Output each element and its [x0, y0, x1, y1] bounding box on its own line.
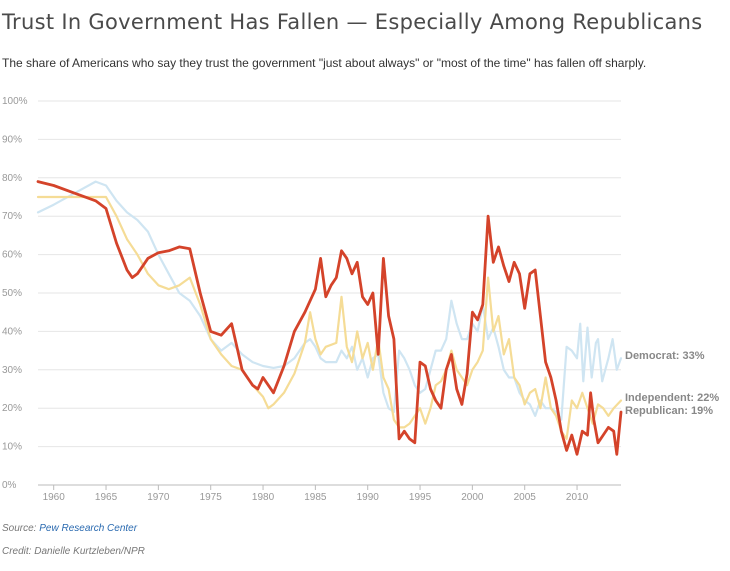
x-tick-label: 1980: [252, 492, 275, 503]
end-labels: Democrat: 33% Independent: 22%Republican:…: [625, 350, 719, 417]
democrat-end-label: Democrat: 33%: [625, 350, 705, 362]
source-label: Source:: [2, 523, 37, 534]
line-chart: 0% 10% 20% 30% 40% 50% 60% 70% 80% 90% 100% 1960 196…: [2, 96, 719, 503]
x-tick-label: 1990: [357, 492, 380, 503]
y-tick-label: 90%: [2, 134, 22, 145]
y-tick-label: 50%: [2, 288, 22, 299]
credit-note: Credit: Danielle Kurtzleben/NPR: [2, 546, 145, 557]
chart-subtitle: The share of Americans who say they trus…: [2, 56, 647, 70]
y-tick-label: 60%: [2, 250, 22, 261]
republican-end-label: Republican: 19%: [625, 405, 713, 417]
republican-series-line: [36, 180, 623, 456]
democrat-series-line: [36, 180, 623, 421]
x-tick-label: 2010: [566, 492, 589, 503]
y-tick-label: 40%: [2, 326, 22, 337]
chart-title: Trust In Government Has Fallen — Especia…: [2, 10, 703, 34]
x-tick-label: 1965: [95, 492, 118, 503]
series-lines: [36, 180, 623, 456]
y-tick-label: 70%: [2, 211, 22, 222]
independent-series-line: [36, 195, 623, 440]
y-tick-label: 0%: [2, 480, 17, 491]
y-tick-label: 80%: [2, 173, 22, 184]
x-tick-label: 1985: [304, 492, 327, 503]
x-tick-label: 1975: [200, 492, 223, 503]
x-tick-label: 2005: [514, 492, 537, 503]
y-tick-label: 20%: [2, 403, 22, 414]
source-link[interactable]: Pew Research Center: [39, 523, 138, 534]
x-tick-label: 1995: [409, 492, 432, 503]
axes: 0% 10% 20% 30% 40% 50% 60% 70% 80% 90% 100% 1960 196…: [2, 96, 621, 503]
x-tick-label: 1970: [147, 492, 170, 503]
y-tick-label: 30%: [2, 365, 22, 376]
y-tick-label: 10%: [2, 442, 22, 453]
grid-lines: [38, 100, 621, 486]
x-tick-label: 2000: [461, 492, 484, 503]
y-tick-label: 100%: [2, 96, 28, 107]
independent-end-label: Independent: 22%: [625, 392, 719, 404]
source-note: Source: Pew Research Center: [2, 523, 137, 534]
x-tick-label: 1960: [43, 492, 66, 503]
